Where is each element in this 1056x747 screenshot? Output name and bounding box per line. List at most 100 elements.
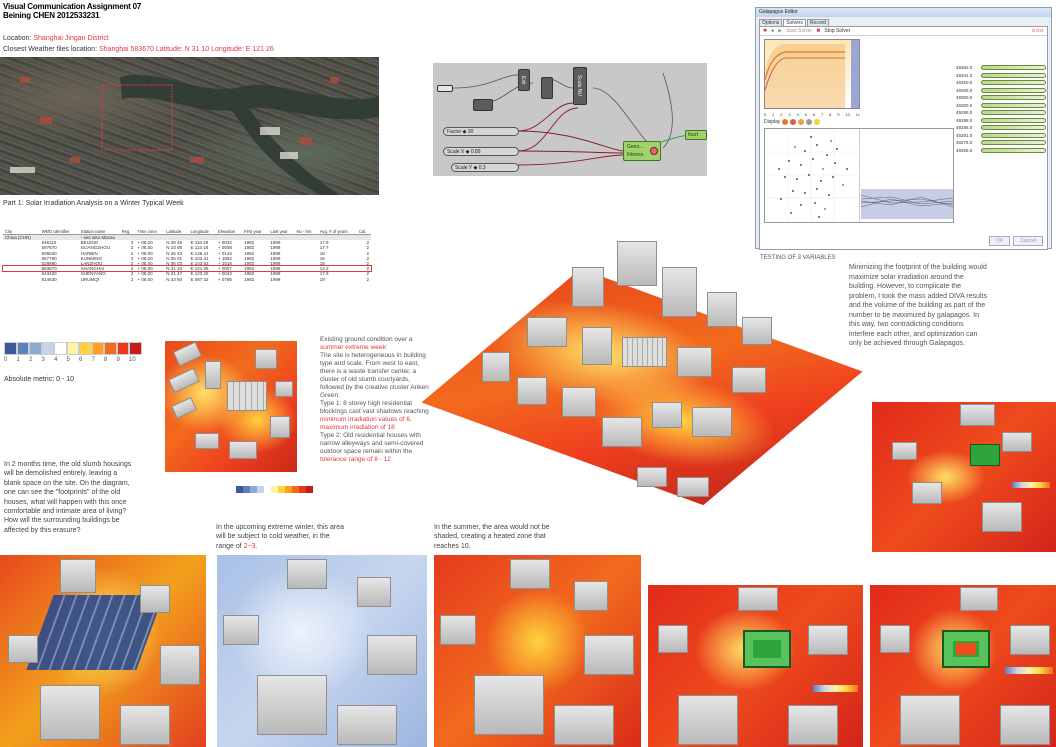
existing-p2-red: minimum irradiation values of 6, maximum… bbox=[320, 416, 412, 431]
fitness-bar bbox=[981, 148, 1046, 153]
mini-legend-swatch bbox=[271, 486, 278, 493]
factor-slider[interactable]: Factor ◆ 30 bbox=[443, 127, 519, 136]
fitness-bar bbox=[981, 140, 1046, 145]
cancel-button[interactable]: Cancel bbox=[1013, 236, 1043, 246]
fitness-value: 49341.0 bbox=[956, 73, 978, 78]
tab-options[interactable]: Options bbox=[759, 19, 782, 26]
scale-y-slider[interactable]: Scale Y ◆ 0.3 bbox=[451, 163, 519, 172]
fitness-row[interactable]: 49286.0 bbox=[956, 124, 1052, 132]
fitness-row[interactable]: 49276.0 bbox=[956, 139, 1052, 147]
building-mass bbox=[40, 685, 100, 740]
display-red-icon[interactable] bbox=[790, 119, 796, 125]
optimized-view-top bbox=[872, 402, 1056, 552]
fitness-row[interactable]: 49362.0 bbox=[956, 64, 1052, 72]
number-node[interactable] bbox=[473, 99, 493, 111]
galapagos-component[interactable]: Geno... Fitness bbox=[623, 141, 661, 161]
axonometric-heatmap bbox=[462, 237, 832, 517]
ok-button[interactable]: OK bbox=[989, 236, 1010, 246]
fitness-row[interactable]: 49320.0 bbox=[956, 79, 1052, 87]
galapagos-title-bar: Galapagos Editor bbox=[756, 8, 1051, 17]
fitness-row[interactable]: 49268.0 bbox=[956, 147, 1052, 155]
building-mass bbox=[892, 442, 917, 460]
population-point bbox=[792, 190, 794, 192]
display-orange-icon[interactable] bbox=[782, 119, 788, 125]
legend-tick: 8 bbox=[104, 357, 117, 363]
wrench-icon[interactable]: ✱ bbox=[763, 28, 767, 34]
display-amber-icon[interactable] bbox=[798, 119, 804, 125]
building-block bbox=[229, 441, 257, 459]
legend-tick: 3 bbox=[42, 357, 55, 363]
page-title: Visual Communication Assignment 07 bbox=[3, 2, 223, 11]
building-mass bbox=[1002, 432, 1032, 452]
building-block bbox=[173, 341, 202, 366]
scale-x-slider[interactable]: Scale X ◆ 0.89 bbox=[443, 147, 519, 156]
slum-cluster bbox=[622, 337, 667, 367]
view-legend bbox=[1005, 667, 1053, 674]
building-block bbox=[205, 361, 221, 389]
fitness-bar bbox=[981, 88, 1046, 93]
building-mass bbox=[160, 645, 200, 685]
grasshopper-canvas[interactable]: Extr Scale NU Factor ◆ 30 Scale X ◆ 0.89… bbox=[433, 63, 707, 176]
fitness-row[interactable]: 49300.0 bbox=[956, 94, 1052, 102]
building-mass bbox=[677, 477, 709, 497]
fitness-list[interactable]: 49362.0 49341.0 49320.0 49305.0 49300.0 49300… bbox=[956, 64, 1052, 223]
legend-swatch bbox=[117, 342, 130, 355]
param-node[interactable] bbox=[437, 85, 453, 92]
solver-toolbar: ✱ ● ▶ Start Solver ✖ Stop Solver ⊙⊙⊙ bbox=[760, 27, 1047, 36]
output-node[interactable]: fourt bbox=[685, 130, 707, 140]
legend-swatch bbox=[17, 342, 30, 355]
bottom-view-winter bbox=[217, 555, 427, 747]
legend-tick: 6 bbox=[79, 357, 92, 363]
existing-p3-red: tolerance range of 8 - 12 bbox=[320, 456, 391, 463]
bottom-view-slum-footprint bbox=[0, 555, 206, 747]
graph-tick: 1 bbox=[772, 112, 774, 117]
extrude-node[interactable]: Extr bbox=[518, 69, 530, 91]
stop-solver-button[interactable]: Stop Solver bbox=[824, 28, 850, 34]
legend-swatch bbox=[29, 342, 42, 355]
population-point bbox=[822, 168, 824, 170]
fitness-row[interactable]: 49341.0 bbox=[956, 72, 1052, 80]
existing-lead-red: summer extreme week: bbox=[320, 344, 388, 351]
scale-nu-node[interactable]: Scale NU bbox=[573, 67, 587, 105]
weather-value: Shanghai 583670 Latitude: N 31 10 Longit… bbox=[99, 46, 274, 53]
population-point bbox=[830, 140, 832, 142]
bottom-view-optimized-1 bbox=[648, 585, 863, 747]
legend-swatch bbox=[92, 342, 105, 355]
building-mass bbox=[960, 587, 998, 611]
population-point bbox=[780, 198, 782, 200]
view-options-icon[interactable]: ⊙⊙⊙ bbox=[1031, 28, 1044, 34]
mini-legend-swatch bbox=[250, 486, 257, 493]
table-cell: + 0786 bbox=[216, 277, 242, 282]
building-mass bbox=[223, 615, 259, 645]
display-label: Display bbox=[764, 119, 780, 125]
refresh-icon[interactable]: ● bbox=[771, 28, 774, 34]
building-mass bbox=[367, 635, 417, 675]
fitness-bar bbox=[981, 118, 1046, 123]
start-solver-button[interactable]: Start Solver bbox=[786, 28, 812, 34]
component-node[interactable] bbox=[541, 77, 553, 99]
building-mass bbox=[527, 317, 567, 347]
existing-p1: The site is heterogeneous in building ty… bbox=[320, 352, 429, 399]
tab-record[interactable]: Record bbox=[807, 19, 829, 26]
legend-tick: 4 bbox=[54, 357, 67, 363]
display-yellow-icon[interactable] bbox=[814, 119, 820, 125]
building-mass bbox=[287, 559, 327, 589]
population-point bbox=[810, 136, 812, 138]
fitness-bar bbox=[981, 103, 1046, 108]
fitness-row[interactable]: 49281.0 bbox=[956, 132, 1052, 140]
building-mass bbox=[482, 352, 510, 382]
fitness-row[interactable]: 49288.0 bbox=[956, 117, 1052, 125]
fitness-row[interactable]: 49295.0 bbox=[956, 109, 1052, 117]
building-mass bbox=[562, 387, 596, 417]
legend-swatch bbox=[79, 342, 92, 355]
population-point bbox=[778, 168, 780, 170]
winter-caption: In the upcoming extreme winter, this are… bbox=[216, 523, 346, 551]
display-grey-icon[interactable] bbox=[806, 119, 812, 125]
tab-solvers[interactable]: Solvers bbox=[783, 19, 806, 26]
building-mass bbox=[120, 705, 170, 745]
parallel-coordinates bbox=[861, 129, 953, 222]
mini-legend-swatch bbox=[236, 486, 243, 493]
galapagos-editor-window: Galapagos Editor Options Solvers Record … bbox=[755, 7, 1052, 249]
fitness-row[interactable]: 49305.0 bbox=[956, 87, 1052, 95]
fitness-row[interactable]: 49300.0 bbox=[956, 102, 1052, 110]
